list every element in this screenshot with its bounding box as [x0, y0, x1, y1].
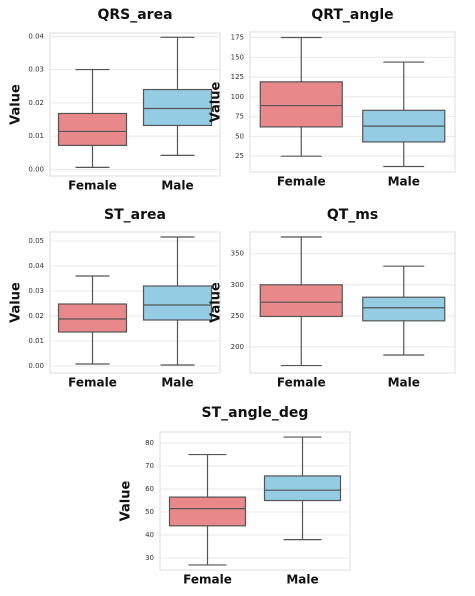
y-axis-label: Value	[119, 480, 134, 521]
x-tick-label: Male	[161, 179, 193, 193]
x-tick-label: Female	[68, 179, 117, 193]
x-tick-label: Male	[161, 376, 193, 390]
y-tick-label: 0.03	[28, 66, 44, 74]
y-tick-label: 40	[145, 531, 154, 539]
y-tick-label: 0.04	[28, 32, 44, 40]
y-axis-label: Value	[9, 282, 24, 323]
x-tick-label: Male	[388, 376, 420, 390]
box	[142, 285, 213, 321]
chart-title: ST_angle_deg	[202, 405, 309, 421]
y-tick-label: 50	[235, 132, 244, 140]
box	[362, 296, 446, 322]
y-tick-label: 150	[231, 53, 244, 61]
y-tick-label: 0.03	[28, 287, 44, 295]
y-tick-label: 30	[145, 554, 154, 562]
y-tick-label: 350	[231, 250, 244, 258]
box	[259, 284, 343, 318]
chart-title: QRT_angle	[311, 7, 393, 23]
y-tick-label: 80	[145, 439, 154, 447]
x-tick-label: Male	[286, 573, 318, 587]
y-tick-label: 250	[231, 312, 244, 320]
x-tick-label: Female	[277, 175, 326, 189]
y-tick-label: 125	[231, 73, 244, 81]
y-axis-label: Value	[9, 84, 24, 125]
box	[263, 475, 342, 502]
y-tick-label: 200	[231, 343, 244, 351]
x-tick-label: Female	[277, 376, 326, 390]
y-tick-label: 50	[145, 508, 154, 516]
box	[142, 88, 213, 127]
chart-title: QRS_area	[97, 7, 172, 23]
y-tick-label: 300	[231, 281, 244, 289]
y-tick-label: 0.00	[28, 165, 44, 173]
y-tick-label: 0.02	[28, 99, 44, 107]
y-tick-label: 0.04	[28, 262, 44, 270]
chart-title: ST_area	[104, 207, 166, 223]
y-axis-label: Value	[209, 81, 224, 122]
box	[259, 81, 343, 128]
y-tick-label: 0.01	[28, 337, 44, 345]
y-tick-label: 75	[235, 113, 244, 121]
box	[168, 496, 247, 527]
x-tick-label: Female	[183, 573, 232, 587]
y-tick-label: 0.00	[28, 362, 44, 370]
chart-title: QT_ms	[327, 207, 378, 223]
y-tick-label: 100	[231, 93, 244, 101]
box	[57, 112, 128, 147]
x-tick-label: Female	[68, 376, 117, 390]
x-tick-label: Male	[388, 175, 420, 189]
box	[57, 303, 128, 333]
y-tick-label: 25	[235, 152, 244, 160]
y-tick-label: 0.02	[28, 312, 44, 320]
y-tick-label: 0.05	[28, 237, 44, 245]
y-tick-label: 70	[145, 462, 154, 470]
y-tick-label: 60	[145, 485, 154, 493]
y-tick-label: 0.01	[28, 132, 44, 140]
y-axis-label: Value	[209, 282, 224, 323]
y-tick-label: 175	[231, 34, 244, 42]
